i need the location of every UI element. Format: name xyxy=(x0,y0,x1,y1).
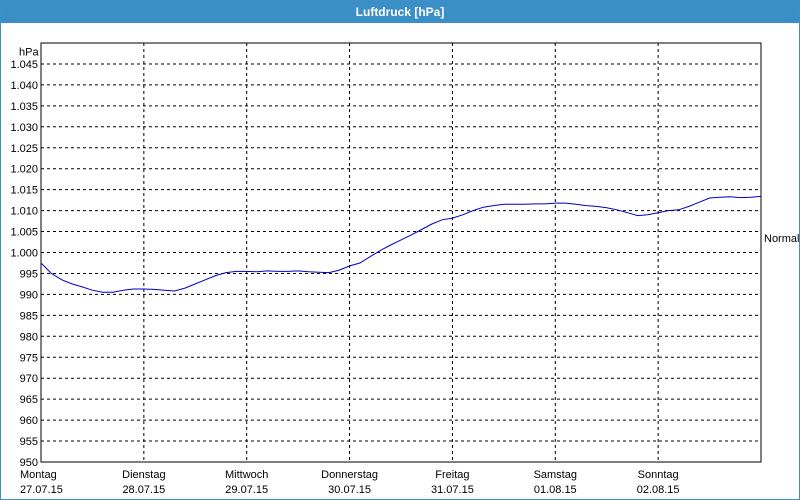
y-tick-label: 980 xyxy=(20,331,38,343)
y-tick-label: 950 xyxy=(20,457,38,469)
y-tick-label: 1.030 xyxy=(10,122,38,134)
pressure-chart: 1.045 1.040 1.035 1.030 1.025 1.020 1.015 1.010… xyxy=(10,42,799,496)
y-tick-label: 970 xyxy=(20,373,38,385)
x-tick-day-label: Mittwoch xyxy=(225,469,268,481)
y-tick-label: 995 xyxy=(20,268,38,280)
y-tick-label: 1.040 xyxy=(10,80,38,92)
x-tick-day-label: Freitag xyxy=(435,469,469,481)
y-tick-label: 955 xyxy=(20,436,38,448)
reference-normal-label: Normal xyxy=(764,233,799,245)
y-tick-label: 965 xyxy=(20,394,38,406)
x-tick-date-label: 01.08.15 xyxy=(534,484,577,496)
y-tick-label: 990 xyxy=(20,289,38,301)
y-tick-label: 1.015 xyxy=(10,185,38,197)
y-tick-label: 985 xyxy=(20,310,38,322)
window-title: Luftdruck [hPa] xyxy=(1,1,799,23)
x-tick-date-label: 29.07.15 xyxy=(225,484,268,496)
y-tick-label: 975 xyxy=(20,352,38,364)
x-tick-date-label: 02.08.15 xyxy=(637,484,680,496)
y-tick-label: 1.020 xyxy=(10,164,38,176)
x-tick-date-label: 27.07.15 xyxy=(20,484,63,496)
x-tick-date-label: 28.07.15 xyxy=(122,484,165,496)
x-tick-day-label: Donnerstag xyxy=(321,469,378,481)
x-tick-day-label: Samstag xyxy=(534,469,577,481)
pressure-series-line xyxy=(40,195,762,293)
x-tick-day-label: Dienstag xyxy=(122,469,165,481)
y-tick-label: 1.010 xyxy=(10,206,38,218)
x-tick-date-label: 30.07.15 xyxy=(328,484,371,496)
y-tick-label: 1.025 xyxy=(10,143,38,155)
x-tick-day-label: Sonntag xyxy=(638,469,679,481)
x-tick-day-label: Montag xyxy=(20,469,57,481)
y-tick-label: 960 xyxy=(20,415,38,427)
y-tick-label: 1.045 xyxy=(10,59,38,71)
plot-area-border xyxy=(40,42,762,463)
y-tick-label: 1.000 xyxy=(10,248,38,260)
y-tick-label: 1.035 xyxy=(10,101,38,113)
x-tick-date-label: 31.07.15 xyxy=(431,484,474,496)
y-axis-label: hPa xyxy=(19,46,39,58)
y-tick-label: 1.005 xyxy=(10,227,38,239)
